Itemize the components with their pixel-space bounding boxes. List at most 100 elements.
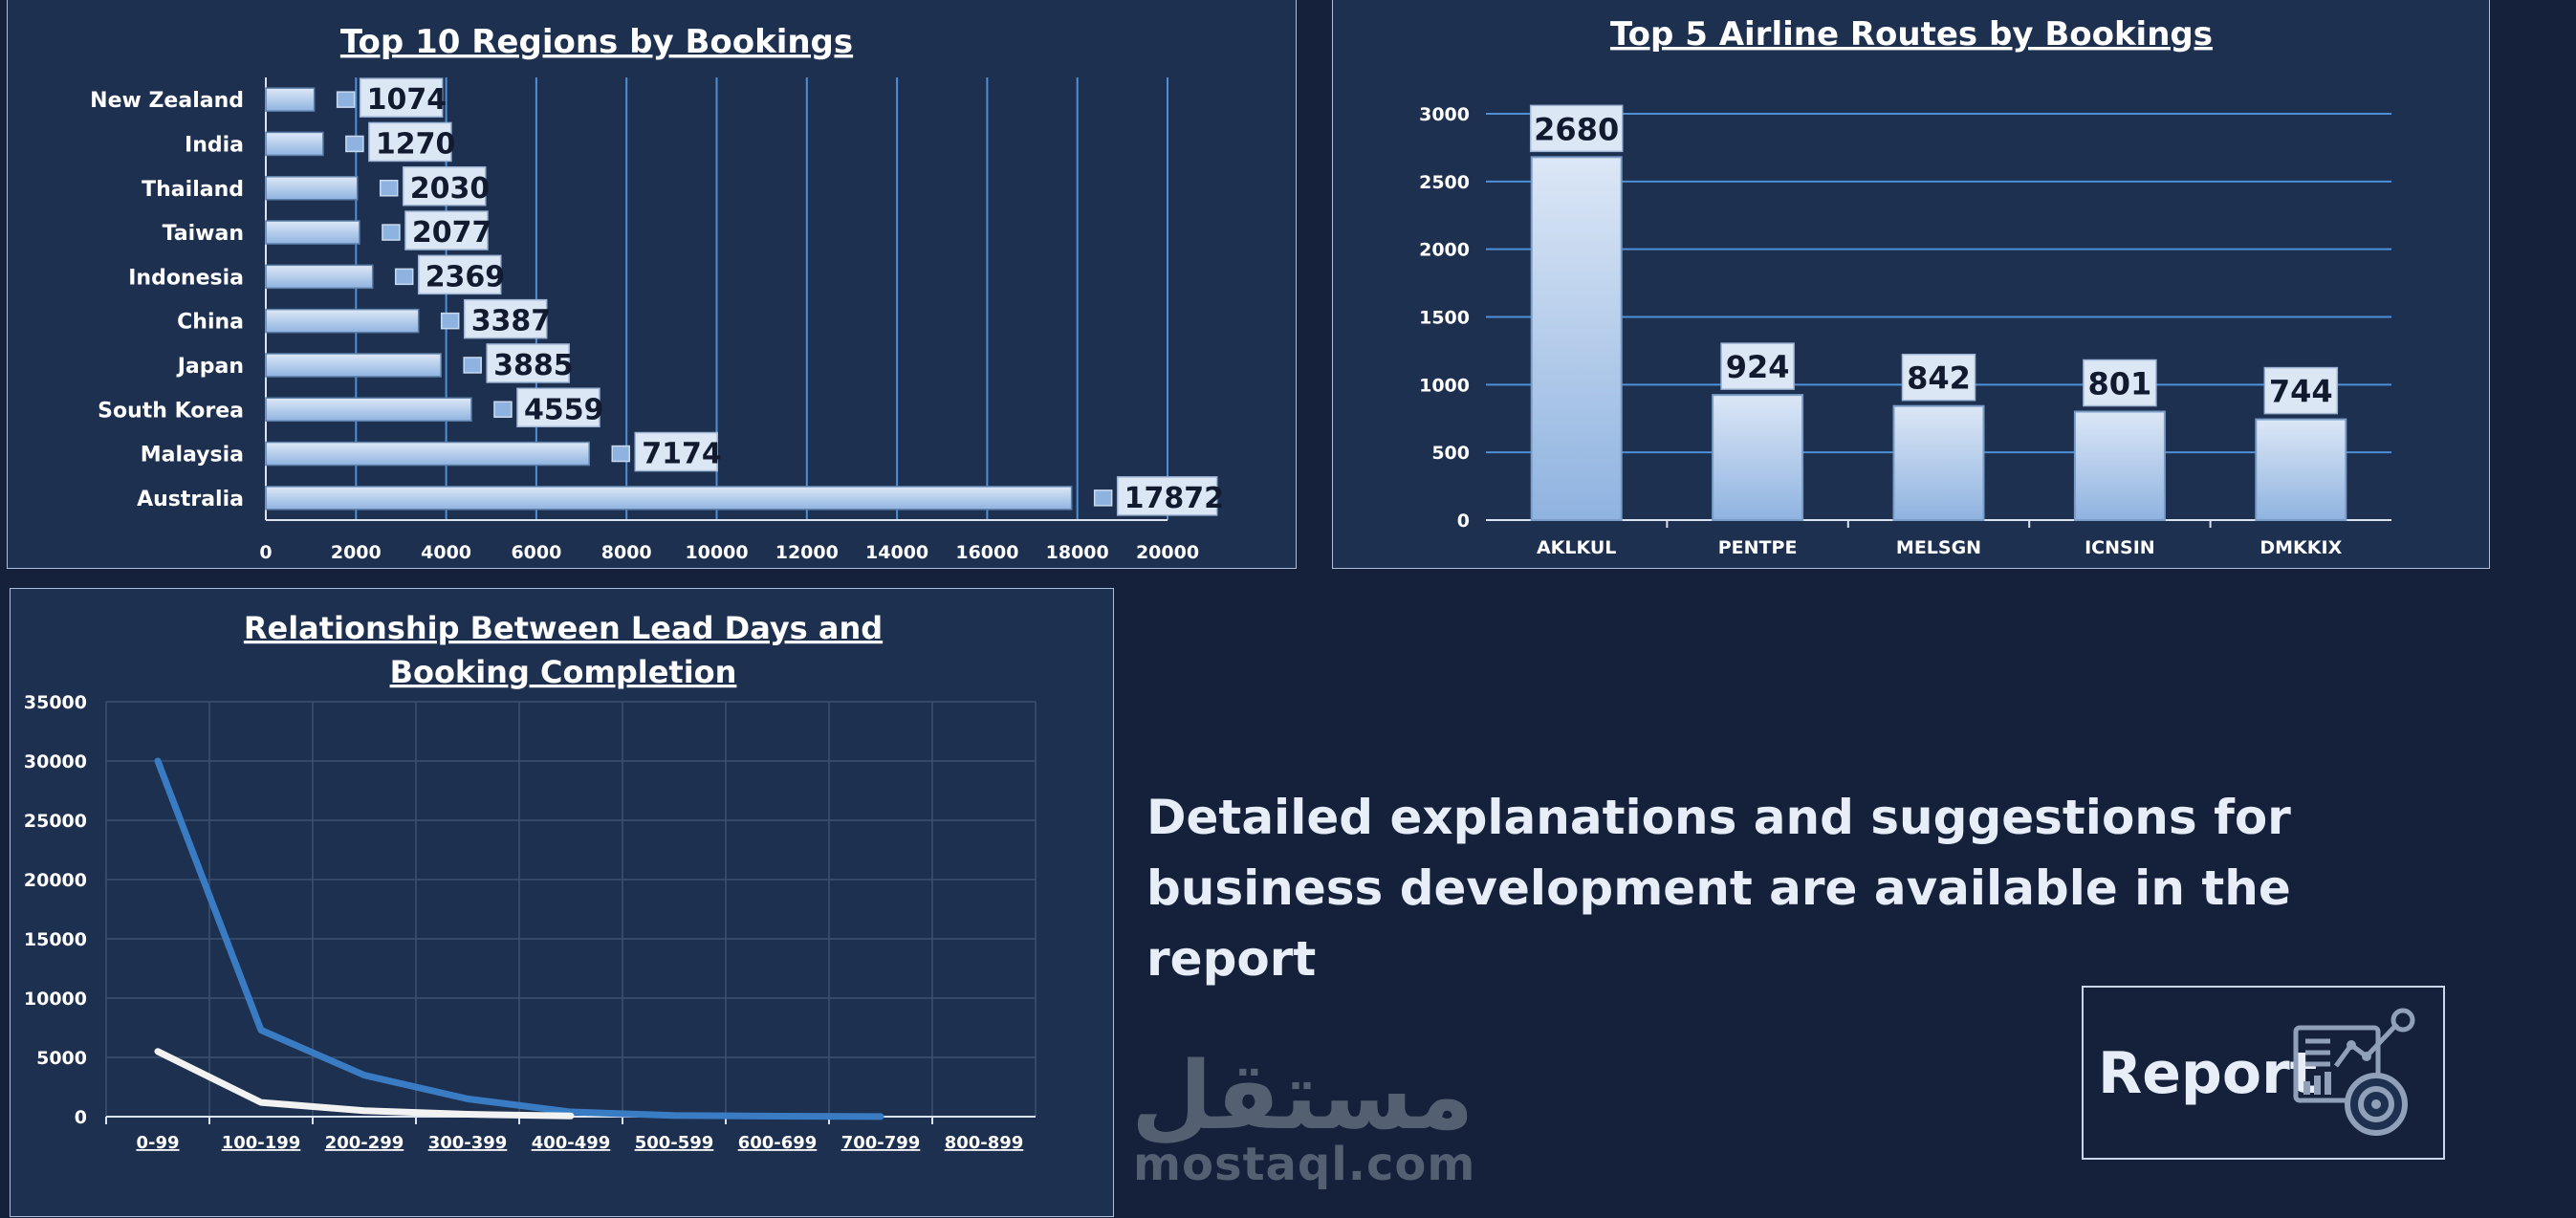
y-tick-label: 25000	[24, 811, 87, 832]
lead-days-chart: Relationship Between Lead Days and Bookin…	[24, 610, 1037, 1153]
chart-title: Top 5 Airline Routes by Bookings	[1610, 15, 2213, 54]
data-label-box	[402, 166, 487, 207]
legend-key-marker	[493, 401, 513, 418]
y-tick-label: 20000	[24, 870, 87, 891]
bar	[2255, 418, 2347, 522]
bar	[265, 308, 420, 334]
routes-chart-panel: Top 5 Airline Routes by Bookings 0 500 1000…	[1332, 0, 2490, 569]
legend-key-marker	[440, 312, 460, 330]
data-label: 2077	[412, 216, 492, 250]
data-label: 842	[1907, 360, 1971, 397]
category-label: PENTPE	[1718, 537, 1798, 558]
data-label: 3885	[493, 349, 574, 382]
x-tick-label: 2000	[331, 542, 382, 563]
y-tick-label: 5000	[36, 1048, 87, 1069]
data-label-box	[463, 298, 548, 339]
x-tick-label: 16000	[955, 542, 1018, 563]
legend-key-marker	[394, 268, 414, 286]
category-label: DMKKIX	[2259, 537, 2342, 558]
data-label-box	[2263, 366, 2339, 415]
y-tick-label: 2000	[1419, 240, 1470, 261]
data-label-box	[2083, 359, 2157, 407]
x-tick-label: 14000	[865, 542, 928, 563]
x-category-label: 600-699	[738, 1133, 818, 1153]
category-label: ICNSIN	[2085, 537, 2155, 558]
x-tick-label: 8000	[601, 542, 652, 563]
x-category-label: 100-199	[222, 1133, 301, 1153]
data-label-box	[368, 121, 452, 163]
x-tick-label: 10000	[685, 542, 748, 563]
category-label: AKLKUL	[1537, 537, 1616, 558]
series-line-1	[154, 757, 884, 1120]
legend-key-marker	[345, 135, 364, 153]
data-label-box	[1529, 104, 1624, 153]
x-category-label: 800-899	[945, 1133, 1024, 1153]
chart-title-line-2: Booking Completion	[390, 654, 737, 690]
y-tick-label: 0	[75, 1107, 87, 1128]
data-label: 2030	[410, 172, 490, 206]
legend-key-marker	[1093, 489, 1113, 507]
legend-key-marker	[611, 445, 631, 463]
x-tick-label: 4000	[421, 542, 471, 563]
category-label: South Korea	[98, 399, 244, 423]
category-label: Australia	[137, 488, 244, 511]
chart-title: Top 10 Regions by Bookings	[340, 23, 853, 61]
bar	[1892, 404, 1985, 522]
data-label: 17872	[1124, 482, 1224, 515]
data-label-box	[1901, 353, 1976, 402]
routes-chart: Top 5 Airline Routes by Bookings 0 500 1000…	[1419, 15, 2391, 558]
x-tick-label: 0	[259, 542, 272, 563]
data-label-box	[516, 387, 600, 427]
series-line-2	[154, 1048, 575, 1120]
bar	[265, 441, 591, 467]
lead-days-chart-panel: Relationship Between Lead Days and Bookin…	[10, 588, 1114, 1217]
x-category-label: 500-599	[635, 1133, 714, 1153]
insight-text: Detailed explanations and suggestions fo…	[1146, 790, 2291, 987]
data-label-box	[634, 431, 719, 472]
bar	[265, 176, 359, 201]
y-tick-label: 35000	[24, 692, 87, 713]
category-label: India	[185, 133, 244, 157]
y-tick-label: 0	[1457, 511, 1470, 532]
data-label: 2369	[426, 260, 506, 294]
y-tick-label: 3000	[1419, 104, 1470, 125]
data-label-box	[404, 210, 489, 250]
data-label: 7174	[642, 438, 722, 471]
y-tick-label: 10000	[24, 989, 87, 1010]
data-label: 4559	[524, 393, 604, 426]
bar	[265, 486, 1073, 511]
bar	[265, 397, 472, 422]
category-label: Taiwan	[163, 222, 244, 246]
chart-title-line-1: Relationship Between Lead Days and	[244, 610, 883, 646]
y-tick-label: 15000	[24, 929, 87, 950]
x-category-label: 700-799	[841, 1133, 921, 1153]
legend-key-marker	[379, 180, 399, 197]
data-label-box	[1720, 342, 1795, 390]
legend-key-marker	[463, 357, 482, 374]
data-label: 801	[2088, 366, 2152, 402]
data-label-box	[486, 343, 570, 383]
y-tick-label: 30000	[24, 751, 87, 772]
legend-key-marker	[382, 224, 401, 241]
y-tick-label: 500	[1431, 443, 1470, 464]
watermark-arabic: مستقل	[1131, 1042, 1474, 1151]
regions-chart: Top 10 Regions by Bookings 0 2000 4000 6000 8…	[90, 23, 1224, 563]
category-label: Thailand	[142, 178, 244, 202]
x-category-label: 200-299	[325, 1133, 404, 1153]
data-label: 744	[2269, 374, 2333, 410]
bar	[265, 264, 374, 290]
x-category-label: 300-399	[428, 1133, 508, 1153]
report-analytics-icon	[2292, 1008, 2426, 1146]
data-label: 1074	[367, 83, 448, 117]
bar	[1530, 156, 1623, 521]
y-tick-label: 1000	[1419, 375, 1470, 396]
x-tick-label: 20000	[1136, 542, 1199, 563]
category-label: Japan	[176, 355, 244, 379]
report-button[interactable]: Report	[2082, 986, 2445, 1160]
report-button-label: Report	[2098, 1040, 2318, 1107]
y-tick-label: 2500	[1419, 172, 1470, 193]
data-label: 3387	[471, 305, 551, 338]
category-label: Malaysia	[141, 444, 244, 468]
data-label: 1270	[376, 127, 456, 161]
y-tick-label: 1500	[1419, 308, 1470, 329]
